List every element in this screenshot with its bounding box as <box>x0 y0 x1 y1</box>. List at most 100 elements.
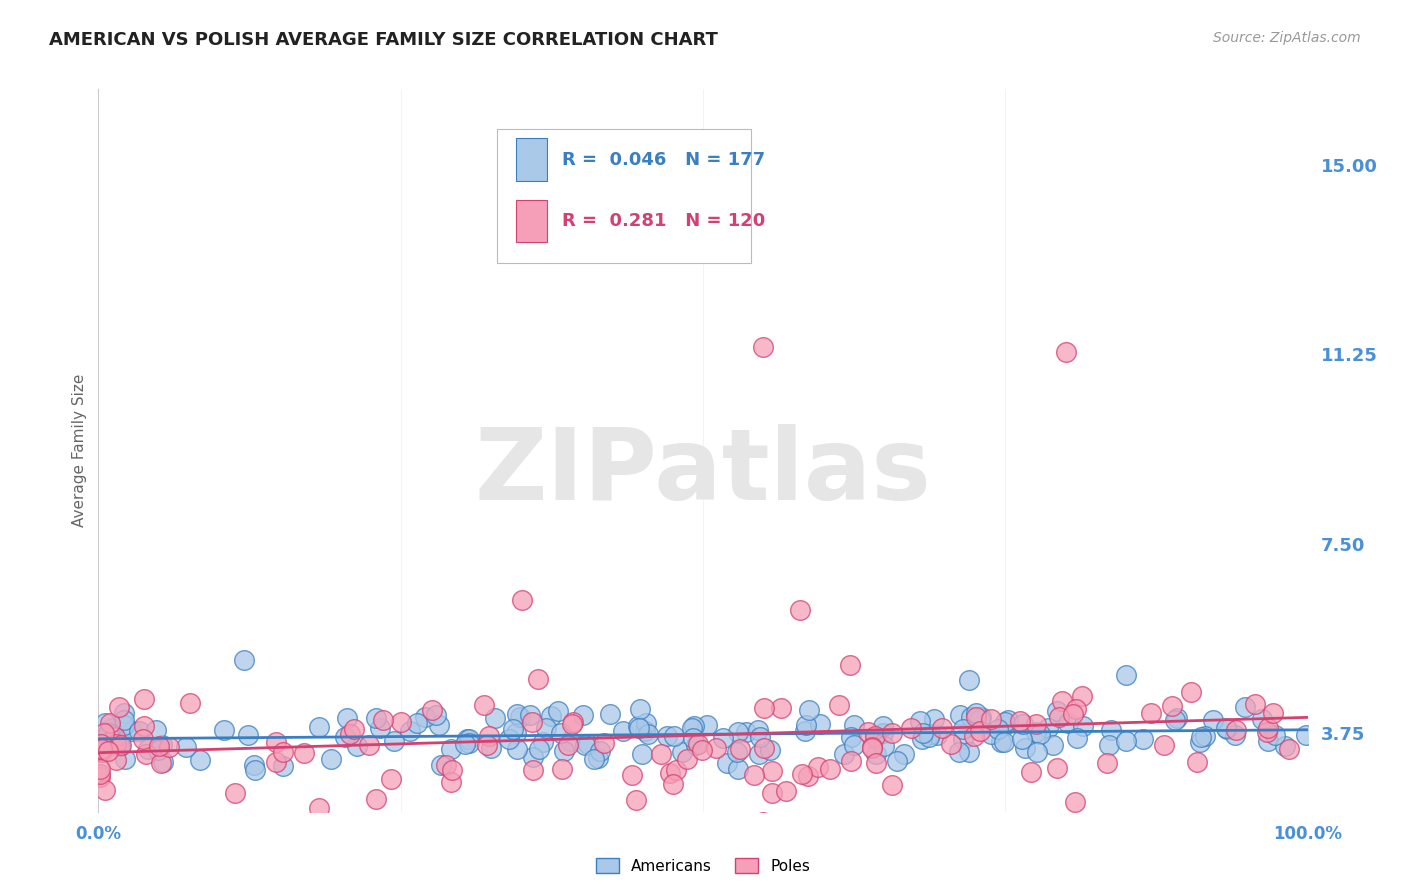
Point <box>727 762 749 776</box>
Point <box>863 729 886 743</box>
Point <box>948 745 970 759</box>
Point <box>108 733 131 747</box>
Point <box>1071 689 1094 703</box>
Point <box>727 725 749 739</box>
Point <box>107 737 129 751</box>
Point <box>243 758 266 772</box>
Point <box>94 715 117 730</box>
Point <box>1189 731 1212 745</box>
Point <box>735 725 758 739</box>
Point <box>574 738 596 752</box>
Point <box>1038 721 1060 735</box>
Point <box>650 747 672 761</box>
Point <box>685 739 707 753</box>
Point <box>148 743 170 757</box>
Point <box>965 706 987 720</box>
Point <box>479 741 502 756</box>
Text: R =  0.046   N = 177: R = 0.046 N = 177 <box>561 151 765 169</box>
Point <box>959 710 981 724</box>
Point <box>659 765 682 780</box>
Point <box>89 762 111 776</box>
Point <box>553 744 575 758</box>
Point <box>179 697 201 711</box>
Point <box>339 727 361 741</box>
Point <box>519 708 541 723</box>
Point <box>89 771 111 785</box>
Point <box>686 737 709 751</box>
Point <box>104 737 127 751</box>
Point <box>1071 719 1094 733</box>
Point <box>792 767 814 781</box>
Point <box>128 723 150 738</box>
Point <box>716 756 738 771</box>
Point <box>980 712 1002 726</box>
Point <box>484 711 506 725</box>
Point <box>1115 734 1137 748</box>
Point <box>368 722 391 736</box>
Point <box>952 731 974 746</box>
Point <box>571 708 593 723</box>
Point <box>100 722 122 736</box>
Point <box>458 736 481 750</box>
Point <box>1215 723 1237 737</box>
Point <box>456 732 478 747</box>
Point <box>531 735 554 749</box>
Point <box>104 753 127 767</box>
Point <box>100 722 122 736</box>
Point <box>271 745 294 759</box>
Point <box>980 727 1002 741</box>
Point <box>842 738 865 752</box>
Point <box>440 763 463 777</box>
Point <box>1064 702 1087 716</box>
Point <box>1042 738 1064 752</box>
Point <box>364 791 387 805</box>
Point <box>477 738 499 752</box>
Point <box>1233 700 1256 714</box>
Point <box>676 751 699 765</box>
Point <box>797 703 820 717</box>
Point <box>628 701 651 715</box>
Point <box>1140 706 1163 720</box>
Point <box>742 768 765 782</box>
Point <box>509 709 531 723</box>
Point <box>863 731 886 745</box>
Point <box>93 783 115 797</box>
Point <box>927 728 949 742</box>
Point <box>758 743 780 757</box>
Point <box>634 723 657 738</box>
Point <box>963 729 986 743</box>
Point <box>1164 713 1187 727</box>
Point <box>752 701 775 715</box>
Point <box>626 719 648 733</box>
Point <box>522 750 544 764</box>
Point <box>188 753 211 767</box>
Point <box>748 747 770 761</box>
Point <box>174 739 197 754</box>
Point <box>264 756 287 770</box>
Point <box>620 768 643 782</box>
Point <box>346 739 368 753</box>
Point <box>112 717 135 731</box>
Point <box>1251 712 1274 726</box>
Point <box>969 713 991 727</box>
Point <box>91 727 114 741</box>
Point <box>1099 723 1122 738</box>
Point <box>132 691 155 706</box>
Point <box>103 738 125 752</box>
Point <box>1098 738 1121 752</box>
Point <box>994 718 1017 732</box>
Point <box>655 729 678 743</box>
Point <box>589 743 612 757</box>
Point <box>808 717 831 731</box>
Point <box>406 716 429 731</box>
Point <box>101 735 124 749</box>
Point <box>941 737 963 751</box>
Point <box>132 718 155 732</box>
Point <box>993 735 1015 749</box>
Point <box>665 764 688 778</box>
Point <box>595 825 617 839</box>
Point <box>152 755 174 769</box>
Point <box>1189 735 1212 749</box>
Point <box>440 742 463 756</box>
Point <box>1264 728 1286 742</box>
